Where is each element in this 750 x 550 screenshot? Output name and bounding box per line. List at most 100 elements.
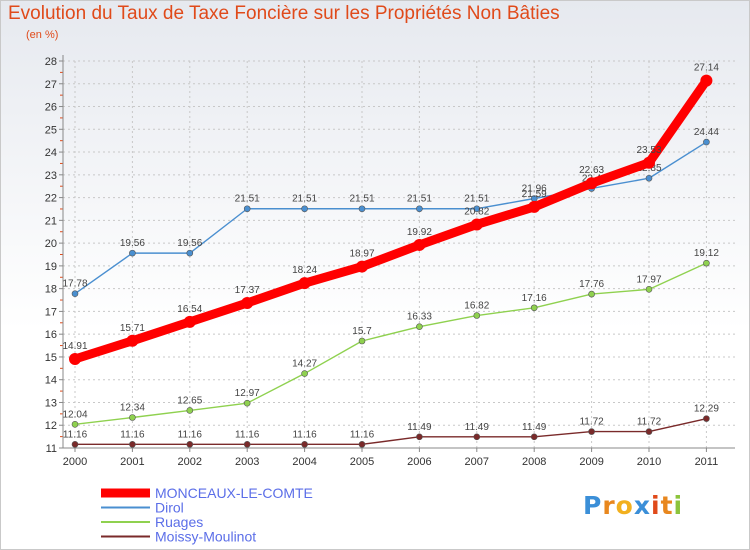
unit-label: (en %) — [26, 29, 59, 41]
y-tick-label: 21 — [45, 215, 57, 227]
data-point-monceaux-le-comte — [700, 74, 713, 87]
x-tick-label: 2007 — [465, 456, 489, 468]
data-label-dirol: 21.96 — [522, 183, 547, 194]
data-label-ruages: 12.97 — [235, 388, 260, 399]
data-label-ruages: 19.12 — [694, 248, 719, 259]
data-label-dirol: 19.56 — [120, 238, 145, 249]
data-point-ruages — [243, 399, 251, 407]
x-tick-label: 2003 — [235, 456, 259, 468]
x-tick-label: 2002 — [178, 456, 202, 468]
data-point-moissy-moulinot — [71, 441, 79, 448]
data-label-moissy-moulinot: 11.16 — [120, 429, 145, 440]
data-point-monceaux-le-comte — [585, 177, 598, 190]
data-point-moissy-moulinot — [473, 433, 481, 441]
data-label-ruages: 16.33 — [407, 312, 432, 323]
y-tick-label: 14 — [45, 375, 57, 387]
data-point-dirol — [243, 205, 251, 213]
data-point-monceaux-le-comte — [528, 200, 541, 213]
data-point-monceaux-le-comte — [470, 218, 483, 231]
data-point-ruages — [301, 370, 308, 377]
x-tick-label: 2010 — [637, 456, 661, 468]
data-point-dirol — [301, 205, 308, 213]
y-tick-label: 13 — [45, 397, 57, 409]
legend-label-dirol: Dirol — [155, 500, 184, 516]
data-point-dirol — [71, 290, 79, 297]
data-point-monceaux-le-comte — [643, 156, 655, 169]
y-tick-label: 19 — [45, 261, 57, 273]
data-point-monceaux-le-comte — [126, 334, 139, 347]
data-label-dirol: 24.44 — [694, 127, 719, 138]
logo-letter: i — [673, 491, 684, 520]
data-point-dirol — [186, 249, 194, 257]
legend-label-ruages: Ruages — [155, 514, 203, 530]
data-label-moissy-moulinot: 11.49 — [522, 422, 547, 433]
data-label-monceaux-le-comte: 17.37 — [235, 285, 260, 296]
data-label-dirol: 21.51 — [464, 194, 489, 205]
series-line-monceaux-le-comte — [70, 76, 711, 364]
y-tick-label: 16 — [45, 329, 57, 341]
x-tick-label: 2006 — [407, 456, 431, 468]
data-label-monceaux-le-comte: 22.63 — [579, 165, 604, 176]
data-label-ruages: 17.16 — [522, 293, 547, 304]
data-point-dirol — [129, 249, 136, 257]
data-label-monceaux-le-comte: 16.54 — [177, 304, 202, 315]
x-tick-label: 2001 — [120, 456, 144, 468]
series-line-dirol — [74, 141, 708, 295]
data-label-moissy-moulinot: 11.49 — [407, 422, 432, 433]
x-tick-label: 2008 — [522, 456, 546, 468]
data-label-ruages: 14.27 — [292, 359, 317, 370]
chart-title: Evolution du Taux de Taxe Foncière sur l… — [8, 3, 560, 24]
data-label-monceaux-le-comte: 21.59 — [522, 189, 547, 200]
data-point-ruages — [645, 286, 653, 293]
logo-letter: r — [602, 491, 616, 520]
data-label-monceaux-le-comte: 14.91 — [62, 341, 87, 352]
logo-letter: x — [633, 491, 651, 520]
y-tick-label: 12 — [45, 420, 57, 432]
data-label-monceaux-le-comte: 18.97 — [349, 249, 374, 260]
data-label-monceaux-le-comte: 19.92 — [407, 227, 432, 238]
data-point-moissy-moulinot — [301, 441, 308, 448]
y-tick-label: 25 — [45, 124, 57, 136]
logo-letter: i — [651, 491, 661, 520]
data-point-ruages — [530, 304, 538, 312]
data-point-dirol — [645, 174, 653, 182]
data-point-ruages — [358, 337, 366, 345]
data-point-monceaux-le-comte — [69, 352, 81, 365]
data-point-monceaux-le-comte — [183, 315, 196, 328]
data-point-ruages — [71, 421, 79, 428]
data-label-moissy-moulinot: 11.16 — [350, 429, 375, 440]
y-tick-label: 18 — [45, 284, 57, 296]
x-tick-label: 2009 — [579, 456, 603, 468]
data-point-ruages — [703, 259, 710, 267]
data-label-moissy-moulinot: 11.16 — [235, 429, 260, 440]
x-tick-label: 2005 — [350, 456, 374, 468]
data-point-monceaux-le-comte — [356, 260, 368, 273]
data-point-dirol — [416, 205, 423, 213]
data-label-ruages: 12.04 — [62, 409, 87, 420]
data-label-monceaux-le-comte: 27.14 — [694, 63, 719, 74]
data-label-dirol: 21.51 — [407, 194, 432, 205]
data-point-moissy-moulinot — [645, 428, 653, 435]
data-label-moissy-moulinot: 11.72 — [579, 417, 604, 428]
data-label-ruages: 17.76 — [579, 279, 604, 290]
series-line-moissy-moulinot — [74, 417, 708, 446]
y-tick-label: 11 — [46, 443, 57, 455]
data-label-dirol: 19.56 — [177, 238, 202, 249]
y-tick-label: 23 — [45, 170, 57, 182]
data-label-moissy-moulinot: 11.16 — [292, 429, 317, 440]
data-point-moissy-moulinot — [703, 415, 710, 422]
data-label-dirol: 21.51 — [292, 194, 317, 205]
y-tick-label: 27 — [45, 79, 57, 91]
y-tick-label: 28 — [45, 56, 57, 68]
data-point-monceaux-le-comte — [413, 238, 426, 251]
data-point-moissy-moulinot — [588, 428, 595, 435]
data-label-monceaux-le-comte: 20.82 — [464, 206, 489, 217]
data-label-dirol: 21.51 — [235, 194, 260, 205]
data-label-moissy-moulinot: 11.72 — [637, 417, 662, 428]
data-point-ruages — [473, 312, 481, 319]
data-point-dirol — [703, 138, 710, 146]
data-point-monceaux-le-comte — [298, 277, 311, 290]
data-label-ruages: 16.82 — [464, 301, 489, 312]
